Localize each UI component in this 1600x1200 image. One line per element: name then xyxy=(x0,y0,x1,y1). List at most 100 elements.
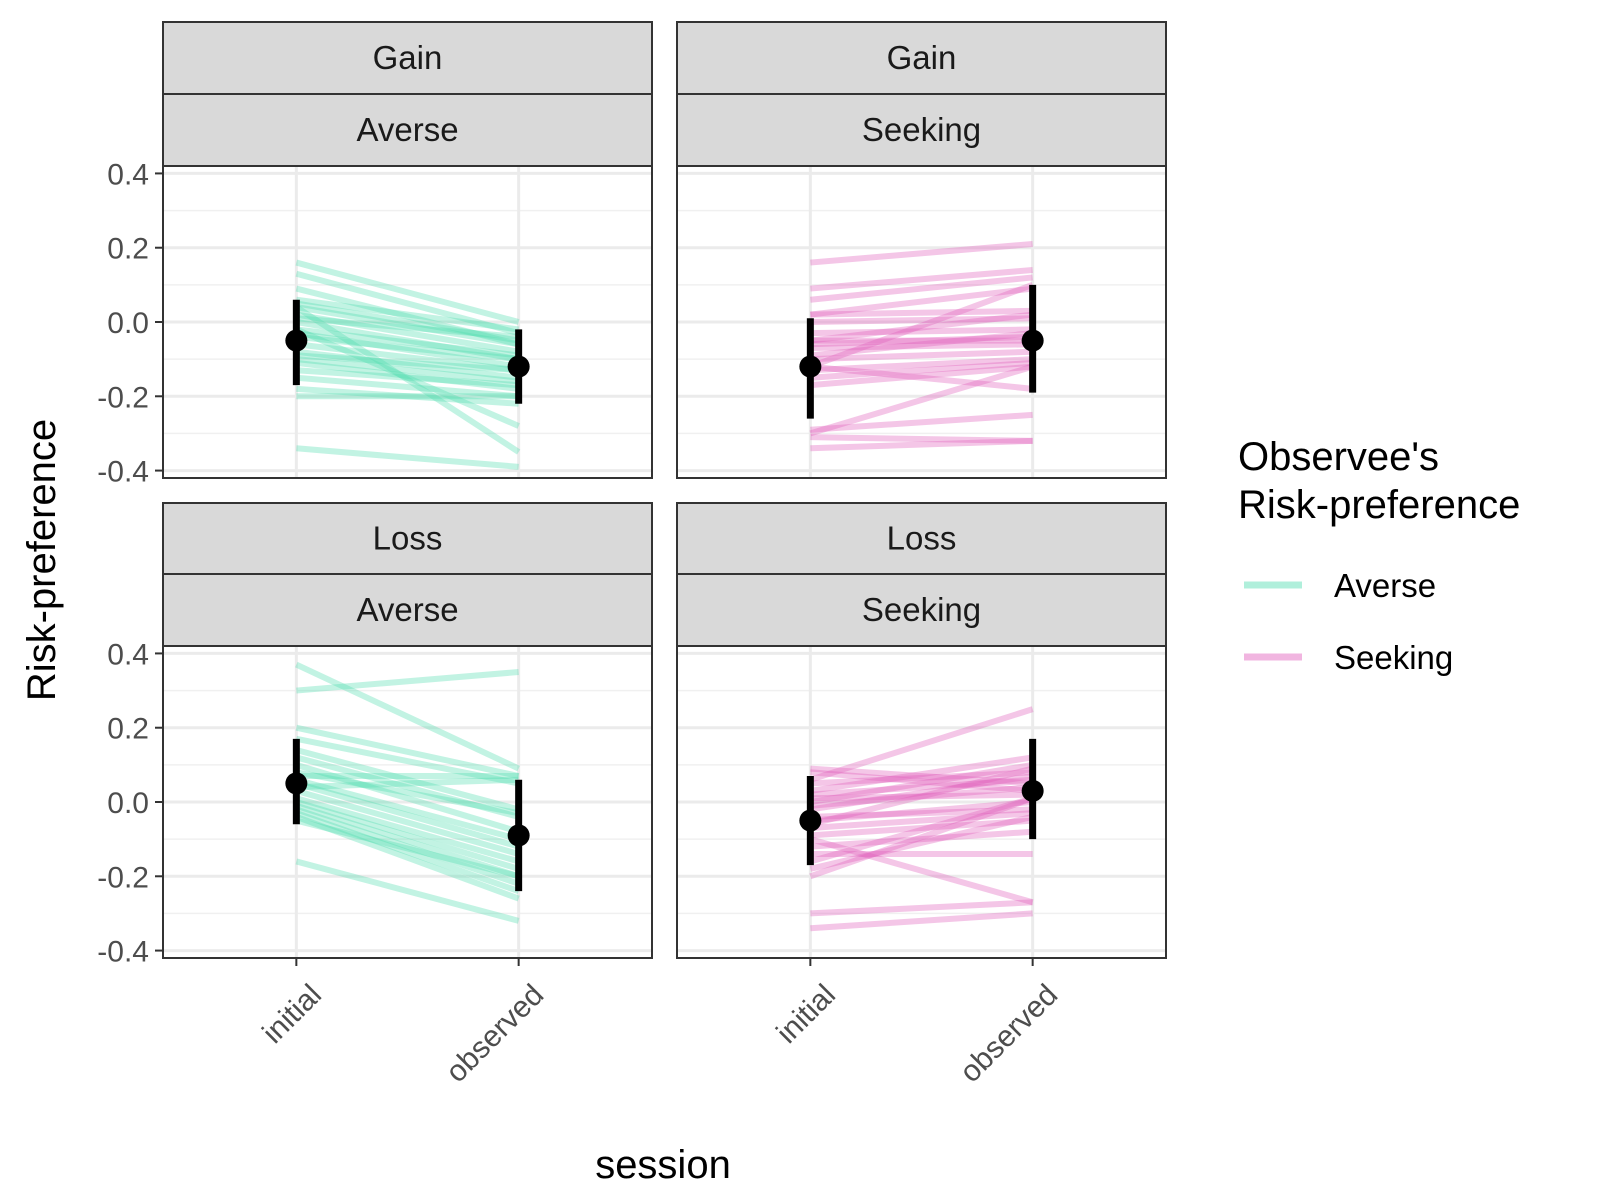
legend-label-averse: Averse xyxy=(1334,567,1436,604)
participant-line xyxy=(295,319,520,363)
participant-line xyxy=(810,274,1033,303)
participant-line xyxy=(295,326,520,429)
participant-line xyxy=(295,858,520,924)
strip-bottom xyxy=(162,93,653,167)
participant-line xyxy=(296,445,519,470)
participant-line xyxy=(296,348,519,381)
participant-line xyxy=(810,769,1033,794)
participant-line xyxy=(809,754,1034,794)
strip-top-label: Gain xyxy=(373,39,443,76)
participant-line xyxy=(810,910,1033,932)
y-tick-label: 0.0 xyxy=(107,787,149,820)
participant-line xyxy=(810,784,1033,809)
participant-line xyxy=(810,799,1033,824)
strip-top xyxy=(162,21,653,95)
participant-line xyxy=(809,363,1034,437)
participant-line xyxy=(809,813,1034,872)
mean-point-observed xyxy=(1021,779,1044,802)
participant-line xyxy=(809,836,1034,906)
strip-top-label: Loss xyxy=(887,520,957,557)
participant-line xyxy=(810,311,1033,344)
strip-top-label: Gain xyxy=(887,39,957,76)
participant-line xyxy=(809,795,1034,865)
strip-bottom-label: Averse xyxy=(356,591,458,628)
participant-line xyxy=(809,795,1034,880)
participant-line xyxy=(810,411,1033,433)
facet-panels: Gain Averse -0.4 -0.2 0.0 0.2 0.4 Gain Seeking Lo… xyxy=(97,21,1167,1089)
y-tick-label: 0.0 xyxy=(107,307,149,340)
participant-line xyxy=(295,817,520,880)
participant-line xyxy=(809,765,1034,828)
strip-bottom xyxy=(676,573,1167,647)
participant-line xyxy=(294,304,521,455)
y-tick-label: -0.2 xyxy=(97,381,149,414)
mean-point-initial xyxy=(285,329,308,352)
participant-line xyxy=(810,315,1033,325)
participant-line xyxy=(810,359,1033,381)
participant-line xyxy=(810,356,1033,374)
participant-line xyxy=(810,765,1033,787)
y-tick-label: -0.2 xyxy=(97,861,149,894)
participant-line xyxy=(296,669,519,694)
participant-line xyxy=(296,341,519,374)
strip-bottom xyxy=(676,93,1167,167)
strip-bottom-label: Seeking xyxy=(862,591,981,628)
participant-line xyxy=(296,385,519,407)
participant-line xyxy=(296,315,519,340)
x-tick-label-observed: observed xyxy=(440,978,551,1089)
strip-bottom xyxy=(162,573,653,647)
participant-line xyxy=(809,773,1034,813)
participant-line xyxy=(295,814,520,902)
strip-bottom-label: Seeking xyxy=(862,111,981,148)
participant-line xyxy=(810,806,1033,820)
strip-top xyxy=(162,502,653,575)
participant-line xyxy=(295,724,520,779)
panel-gain-averse: Gain Averse -0.4 -0.2 0.0 0.2 0.4 xyxy=(97,21,653,489)
participant-line xyxy=(810,769,1033,787)
participant-line xyxy=(296,374,519,400)
participant-line xyxy=(295,769,520,817)
legend-title-line-2: Risk-preference xyxy=(1238,483,1520,527)
legend-title-line-1: Observee's xyxy=(1238,435,1439,479)
participant-line xyxy=(295,795,520,865)
participant-line xyxy=(810,817,1033,839)
participant-line xyxy=(296,359,519,392)
participant-line xyxy=(809,761,1034,805)
participant-line xyxy=(295,806,520,887)
participant-line xyxy=(296,356,519,385)
x-tick-label-observed: observed xyxy=(954,978,1065,1089)
y-tick-label: -0.4 xyxy=(97,456,149,489)
participant-line xyxy=(810,363,1033,392)
panel-loss-seeking: Loss Seeking initial observed xyxy=(676,502,1167,1089)
y-axis-title: Risk-preference xyxy=(20,419,64,701)
participant-line xyxy=(296,352,519,374)
panel-border xyxy=(676,165,1167,479)
participant-line xyxy=(810,333,1033,348)
participant-line xyxy=(295,304,520,348)
participant-line xyxy=(295,761,520,835)
mean-point-initial xyxy=(799,809,822,832)
participant-line xyxy=(296,776,519,791)
panel-loss-averse: Loss Averse -0.4 -0.2 0.0 0.2 0.4 initial observ… xyxy=(97,502,653,1089)
participant-line xyxy=(810,307,1033,318)
mean-point-initial xyxy=(799,355,822,378)
participant-line xyxy=(295,259,520,325)
mean-point-initial xyxy=(285,772,308,795)
participant-line xyxy=(295,787,520,857)
strip-bottom-label: Averse xyxy=(356,111,458,148)
y-tick-label: 0.4 xyxy=(107,158,149,191)
participant-line xyxy=(296,333,519,363)
participant-line xyxy=(295,810,520,894)
participant-line xyxy=(810,326,1033,337)
strip-top xyxy=(676,21,1167,95)
participant-line xyxy=(295,330,520,370)
participant-line xyxy=(810,241,1033,266)
participant-line xyxy=(809,282,1034,370)
participant-line xyxy=(810,791,1033,802)
x-tick-label-initial: initial xyxy=(256,978,328,1050)
participant-line xyxy=(295,754,520,820)
participant-line xyxy=(295,300,520,344)
y-tick-label: 0.2 xyxy=(107,713,149,746)
participant-line xyxy=(295,799,520,872)
participant-line xyxy=(810,828,1033,850)
